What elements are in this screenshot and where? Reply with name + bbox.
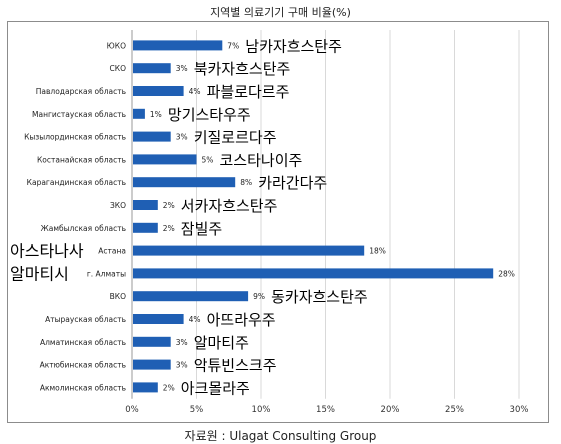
bar	[133, 222, 158, 233]
korean-region-label: 코스타나이주	[220, 151, 303, 169]
korean-region-label: 알마티주	[194, 334, 249, 352]
category-label: ВКО	[110, 292, 126, 301]
korean-region-label: 파블로다르주	[207, 83, 290, 101]
bar	[133, 154, 197, 165]
x-tick-label: 5%	[190, 405, 204, 415]
bar	[133, 291, 249, 302]
value-label: 3%	[176, 133, 188, 142]
bar-chart: 0% 5% 10% 15% 20% 25% 30% ЮКО 7% 남카자흐스탄주 СКО 3% 북카자흐…	[10, 30, 529, 415]
korean-region-label: 알마티시	[10, 264, 69, 283]
category-label: Карагандинская область	[27, 178, 126, 187]
x-tick-label: 0%	[125, 405, 139, 415]
value-label: 7%	[227, 41, 239, 50]
category-label: Кызылординская область	[24, 133, 126, 142]
category-label: Актюбинская область	[40, 361, 126, 370]
korean-region-label: 악튜빈스크주	[194, 357, 277, 375]
chart-frame: 0% 5% 10% 15% 20% 25% 30% ЮКО 7% 남카자흐스탄주 СКО 3% 북카자흐…	[7, 21, 549, 423]
value-label: 2%	[163, 201, 175, 210]
x-tick-label: 10%	[252, 405, 271, 415]
category-label: Алматинская область	[40, 338, 126, 347]
korean-region-label: 키질로르다주	[194, 129, 277, 147]
category-label: Атырауская область	[45, 315, 126, 324]
bar	[133, 63, 171, 74]
source-note: 자료원 : Ulagat Consulting Group	[184, 429, 377, 443]
bar	[133, 382, 158, 393]
bar	[133, 40, 223, 51]
category-label: Павлодарская область	[36, 87, 126, 96]
bar	[133, 314, 184, 324]
category-label: Костанайская область	[37, 155, 126, 164]
bar	[133, 268, 494, 279]
category-label: г. Алматы	[87, 269, 126, 278]
bar	[133, 359, 171, 370]
x-tick-label: 20%	[381, 405, 400, 415]
value-label: 5%	[202, 155, 214, 164]
category-label: СКО	[110, 64, 127, 73]
value-label: 18%	[369, 247, 386, 256]
bar	[133, 108, 145, 119]
korean-region-label: 아뜨라우주	[207, 311, 276, 329]
value-label: 2%	[163, 383, 175, 392]
korean-region-label: 아크몰라주	[181, 379, 250, 397]
x-tick-label: 30%	[510, 405, 529, 415]
value-label: 1%	[150, 110, 162, 119]
category-label: Жамбылская область	[41, 224, 126, 233]
value-label: 9%	[253, 292, 265, 301]
chart-title: 지역별 의료기기 구매 비율(%)	[210, 6, 351, 19]
korean-region-label: 서카자흐스탄주	[181, 197, 278, 215]
korean-region-label: 잠빌주	[181, 220, 222, 238]
value-label: 4%	[189, 87, 201, 96]
category-label: Астана	[98, 247, 126, 256]
bar	[133, 200, 158, 210]
korean-region-label: 북카자흐스탄주	[194, 60, 291, 78]
bar	[133, 245, 365, 256]
korean-region-label: 망기스타우주	[168, 106, 251, 124]
value-label: 8%	[240, 178, 252, 187]
category-label: ЗКО	[110, 201, 126, 210]
value-label: 3%	[176, 64, 188, 73]
value-label: 4%	[189, 315, 201, 324]
category-label: Акмолинская область	[40, 383, 126, 392]
bar	[133, 177, 236, 188]
bar	[133, 86, 184, 96]
category-label: ЮКО	[107, 41, 126, 50]
korean-region-label: 아스타나사	[10, 242, 84, 261]
x-tick-label: 15%	[316, 405, 335, 415]
value-label: 3%	[176, 361, 188, 370]
korean-region-label: 카라간다주	[258, 174, 327, 192]
bar	[133, 336, 171, 347]
value-label: 28%	[498, 269, 515, 278]
korean-region-label: 남카자흐스탄주	[245, 37, 342, 55]
bar	[133, 131, 171, 142]
x-tick-label: 25%	[445, 405, 464, 415]
value-label: 2%	[163, 224, 175, 233]
value-label: 3%	[176, 338, 188, 347]
category-label: Мангистауская область	[32, 110, 126, 119]
korean-region-label: 동카자흐스탄주	[271, 288, 368, 306]
